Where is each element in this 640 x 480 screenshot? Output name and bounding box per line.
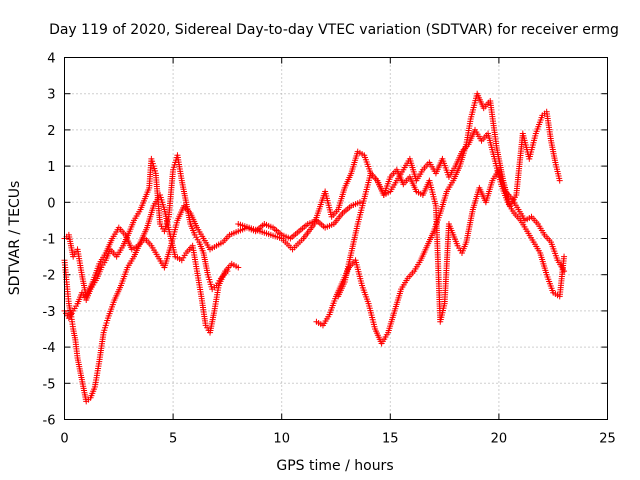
y-tick-label: 0 [47, 196, 55, 211]
x-tick-label: 25 [599, 432, 616, 447]
y-tick-label: -1 [43, 233, 56, 248]
data-point [224, 268, 231, 275]
y-tick-label: 1 [47, 160, 55, 175]
x-tick-label: 20 [491, 432, 508, 447]
y-tick-label: -2 [43, 269, 56, 284]
y-axis-label: SDTVAR / TECUs [7, 181, 23, 296]
x-tick-labels: 0 5 10 15 20 25 [60, 432, 615, 447]
data-point [556, 177, 563, 184]
data-point [561, 268, 568, 275]
x-tick-label: 5 [169, 432, 177, 447]
data-point [235, 264, 242, 271]
x-tick-label: 15 [382, 432, 399, 447]
data-point [356, 199, 363, 206]
x-tick-label: 0 [60, 432, 68, 447]
x-tick-label: 10 [273, 432, 290, 447]
series-1 [61, 192, 242, 405]
series-4 [235, 126, 568, 300]
x-axis-label: GPS time / hours [276, 458, 393, 474]
y-tick-label: -3 [43, 305, 56, 320]
data-points [61, 90, 568, 405]
y-tick-label: -4 [43, 341, 56, 356]
plot-frame [64, 57, 608, 420]
series-6 [335, 166, 568, 325]
y-tick-label: 3 [47, 88, 55, 103]
y-tick-label: -5 [43, 377, 56, 392]
chart-title: Day 119 of 2020, Sidereal Day-to-day VTE… [49, 22, 619, 38]
data-point [561, 253, 568, 260]
y-tick-label: 2 [47, 124, 55, 139]
y-tick-labels: -6 -5 -4 -3 -2 -1 0 1 2 3 4 [43, 52, 56, 429]
y-tick-label: 4 [47, 52, 55, 67]
y-tick-label: -6 [43, 414, 56, 429]
